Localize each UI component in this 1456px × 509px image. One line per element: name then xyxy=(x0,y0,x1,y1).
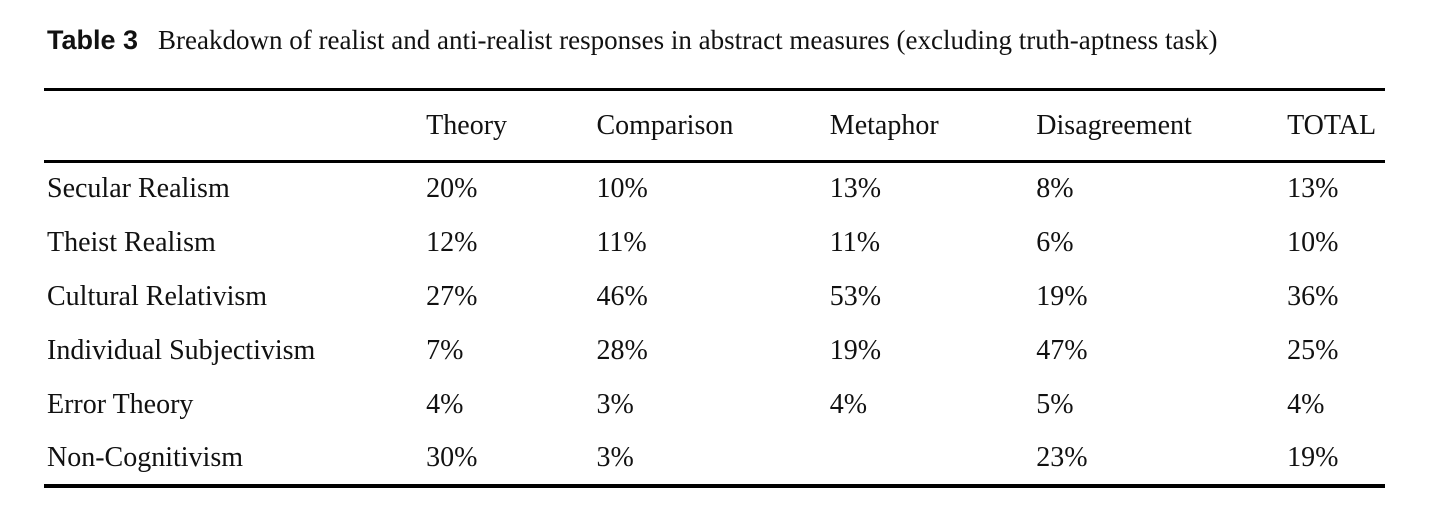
column-header-empty xyxy=(44,89,427,163)
row-label: Secular Realism xyxy=(47,173,230,205)
table-cell: 6% xyxy=(1036,226,1074,258)
table-cell: 30% xyxy=(426,441,478,473)
row-label: Error Theory xyxy=(47,388,194,420)
table-cell: 25% xyxy=(1287,334,1339,366)
table-cell: 3% xyxy=(596,441,634,473)
table-caption-text: Breakdown of realist and anti-realist re… xyxy=(158,25,1218,55)
table-cell: 19% xyxy=(1287,441,1339,473)
row-label: Theist Realism xyxy=(47,226,216,258)
row-label: Non-Cognitivism xyxy=(47,441,244,473)
table-row: Theist Realism 12% 11% 11% 6% 10% xyxy=(44,216,1385,270)
table-cell: 36% xyxy=(1287,280,1339,312)
table-cell: 3% xyxy=(596,388,634,420)
table-row: Cultural Relativism 27% 46% 53% 19% 36% xyxy=(44,270,1385,324)
table-row: Non-Cognitivism 30% 3% 23% 19% xyxy=(44,432,1385,486)
column-header-comparison: Comparison xyxy=(596,89,830,163)
column-header-total: TOTAL xyxy=(1287,89,1385,163)
table-cell: 4% xyxy=(829,388,868,420)
table-cell: 19% xyxy=(1036,280,1088,312)
table-caption-label: Table 3 xyxy=(47,25,139,55)
table-row: Error Theory 4% 3% 4% 5% 4% xyxy=(44,378,1385,432)
table-body: Secular Realism 20% 10% 13% 8% 13% Theis… xyxy=(44,162,1385,486)
table-cell: 53% xyxy=(829,280,882,312)
results-table: Theory Comparison Metaphor Disagreement … xyxy=(44,88,1385,488)
column-header-theory: Theory xyxy=(426,89,597,163)
table-cell: 4% xyxy=(426,388,464,420)
table-row: Individual Subjectivism 7% 28% 19% 47% 2… xyxy=(44,324,1385,378)
table-row: Secular Realism 20% 10% 13% 8% 13% xyxy=(44,162,1385,216)
table-cell: 46% xyxy=(596,280,648,312)
table-cell: 47% xyxy=(1036,334,1088,366)
table-cell: 10% xyxy=(596,173,648,205)
table-cell: 28% xyxy=(596,334,648,366)
table-caption: Table 3 Breakdown of realist and anti-rea… xyxy=(47,22,1217,58)
column-header-disagreement: Disagreement xyxy=(1036,89,1288,163)
table-cell: 10% xyxy=(1287,226,1339,258)
row-label: Cultural Relativism xyxy=(47,280,268,312)
table-cell: 13% xyxy=(1287,173,1339,205)
table-cell: 19% xyxy=(829,334,882,366)
table-cell: 5% xyxy=(1036,388,1074,420)
table-cell: 20% xyxy=(426,173,478,205)
table-cell: 8% xyxy=(1036,173,1074,205)
table-cell: 11% xyxy=(596,226,647,258)
table-cell: 7% xyxy=(426,334,464,366)
header-row: Theory Comparison Metaphor Disagreement … xyxy=(44,89,1385,163)
table-cell: 27% xyxy=(426,280,478,312)
table-container: Theory Comparison Metaphor Disagreement … xyxy=(44,88,1385,488)
table-cell: 13% xyxy=(829,173,882,205)
table-cell: 11% xyxy=(829,226,881,258)
table-cell: 4% xyxy=(1287,388,1325,420)
row-label: Individual Subjectivism xyxy=(47,334,316,366)
table-cell xyxy=(830,432,1037,486)
column-header-metaphor: Metaphor xyxy=(829,89,1037,163)
table-cell: 12% xyxy=(426,226,478,258)
table-header: Theory Comparison Metaphor Disagreement … xyxy=(44,89,1385,163)
table-cell: 23% xyxy=(1036,441,1088,473)
